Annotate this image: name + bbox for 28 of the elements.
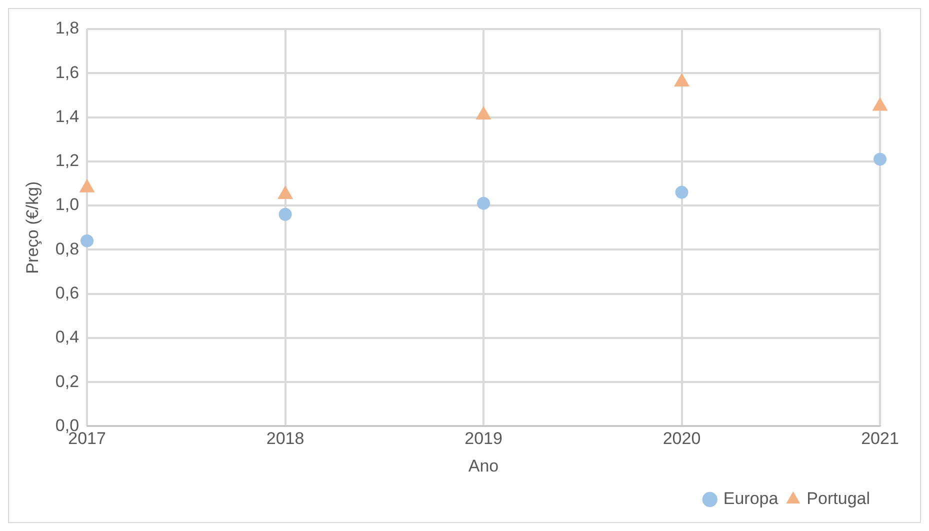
point (675, 186, 688, 199)
point (476, 106, 491, 120)
y-tick-label: 1,2 (55, 151, 80, 170)
x-tick-label: 2018 (266, 429, 304, 448)
y-tick-label: 1,4 (55, 106, 80, 126)
point (80, 179, 94, 192)
y-tick-label: 1,6 (55, 62, 80, 82)
point (872, 98, 888, 111)
x-axis-title: Ano (468, 456, 499, 476)
y-tick-label: 0,0 (55, 416, 80, 435)
y-tick-label: 1,0 (55, 195, 80, 214)
y-axis-title: Preço (€/kg) (22, 181, 42, 274)
point (278, 208, 292, 221)
legend-label: Portugal (806, 489, 870, 508)
y-tick-label: 0,4 (55, 328, 80, 347)
point (278, 186, 293, 199)
legend-label: Europa (723, 489, 779, 508)
y-tick-label: 0,2 (55, 372, 80, 391)
x-tick-label: 2021 (861, 429, 899, 448)
point (874, 152, 886, 166)
y-tick-label: 0,6 (55, 283, 80, 302)
point (80, 234, 94, 248)
point (477, 196, 490, 210)
x-tick-label: 2019 (464, 429, 502, 448)
x-tick-label: 2020 (662, 429, 701, 448)
y-tick-label: 1,8 (55, 18, 80, 38)
y-tick-label: 0,8 (55, 239, 80, 258)
point (674, 73, 690, 86)
